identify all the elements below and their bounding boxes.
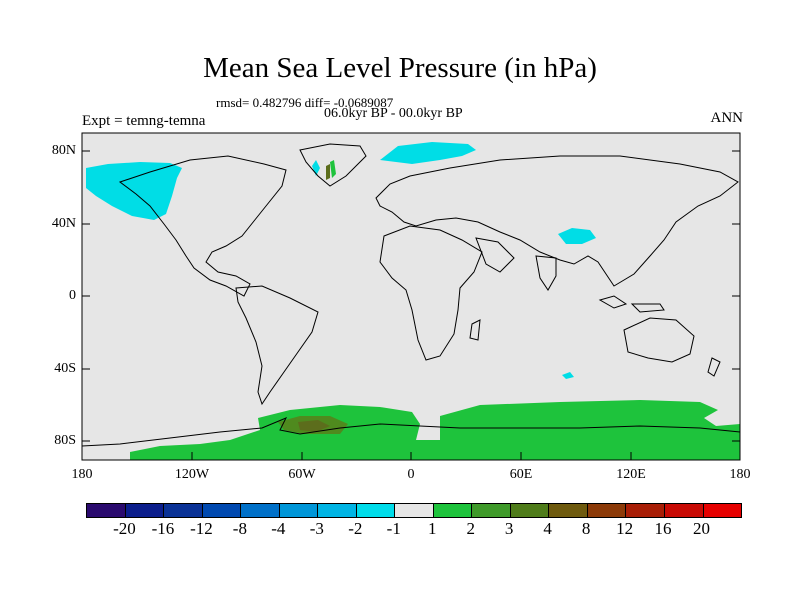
- colorbar-label: 2: [466, 519, 475, 538]
- greenland-coast: [299, 143, 367, 187]
- x-tick-label: 60E: [509, 467, 533, 482]
- north-america-coast: [118, 155, 287, 297]
- colorbar-swatch: [703, 504, 742, 517]
- colorbar-swatch: [318, 504, 357, 517]
- colorbar-swatch: [87, 504, 126, 517]
- colorbar-swatch: [395, 504, 434, 517]
- greenland-pos-anomaly: [330, 160, 336, 178]
- colorbar-swatch: [279, 504, 319, 517]
- positive-anomaly-regions: [130, 160, 740, 460]
- y-tick-label: 80S: [54, 433, 76, 448]
- arctic-neg-anomaly: [380, 142, 476, 164]
- greenland-neg-anomaly: [312, 160, 320, 176]
- india-coast: [535, 255, 557, 291]
- y-tick-label: 0: [69, 288, 76, 303]
- colorbar-label: 4: [543, 519, 552, 538]
- colorbar-label: -1: [386, 519, 401, 538]
- colorbar-label: 8: [581, 519, 591, 538]
- x-ticks: [81, 452, 741, 460]
- y-tick-label: 40S: [54, 361, 76, 376]
- greenland-pos-anomaly-high: [326, 164, 330, 180]
- colorbar-swatch: [626, 504, 665, 517]
- y-ticks: [82, 150, 740, 442]
- x-tick-label: 0: [407, 467, 415, 482]
- colorbar-label: 16: [654, 519, 672, 538]
- period-label: 06.0kyr BP - 00.0kyr BP: [324, 106, 463, 121]
- colorbar-label: 12: [616, 519, 634, 538]
- antarctic-pos-anomaly-east: [440, 400, 740, 460]
- eurasia-coast: [375, 155, 739, 287]
- colorbar: [86, 503, 742, 518]
- colorbar-swatch: [664, 504, 704, 517]
- colorbar-swatch: [164, 504, 203, 517]
- colorbar-swatch: [472, 504, 511, 517]
- colorbar-label: -4: [271, 519, 286, 538]
- colorbar-label: -12: [190, 519, 213, 538]
- south-america-coast: [235, 285, 319, 406]
- colorbar-swatch: [241, 504, 280, 517]
- colorbar-swatch: [587, 504, 627, 517]
- colorbar-swatch: [549, 504, 588, 517]
- africa-coast: [379, 225, 483, 361]
- chart-title: Mean Sea Level Pressure (in hPa): [203, 52, 597, 84]
- colorbar-label: 1: [427, 519, 437, 538]
- y-tick-label: 40N: [51, 216, 76, 231]
- x-tick-label: 180: [71, 467, 93, 482]
- colorbar-label: -20: [113, 519, 136, 538]
- x-tick-label: 180: [729, 467, 751, 482]
- colorbar-label: -2: [348, 519, 363, 538]
- antarctica-coast: [81, 417, 741, 447]
- southern-indian-neg-anomaly: [562, 372, 574, 379]
- stats-line: rmsd= 0.482796 diff= -0.0689087: [216, 95, 394, 110]
- colorbar-label: 3: [504, 519, 514, 538]
- colorbar-swatch: [202, 504, 242, 517]
- colorbar-label: 20: [693, 519, 711, 538]
- colorbar-swatch: [356, 504, 396, 517]
- new-zealand-coast: [707, 357, 721, 377]
- madagascar-coast: [469, 319, 481, 341]
- season-label: ANN: [710, 110, 744, 126]
- x-tick-label: 60W: [288, 467, 316, 482]
- colorbar-swatch: [125, 504, 165, 517]
- negative-anomaly-regions: [86, 142, 596, 379]
- x-tick-label: 120E: [616, 467, 646, 482]
- experiment-label: Expt = temng-temna: [82, 113, 206, 129]
- colorbar-swatch: [510, 504, 550, 517]
- colorbar-label: -3: [309, 519, 324, 538]
- coastlines: [81, 143, 741, 447]
- australia-coast: [623, 317, 695, 363]
- indonesia-coast: [598, 295, 665, 313]
- antarctic-pos-anomaly-far-west: [130, 444, 200, 460]
- x-tick-label: 120W: [174, 467, 210, 482]
- colorbar-label: -16: [151, 519, 175, 538]
- weddell-pos-anomaly-high: [298, 420, 330, 432]
- north-pacific-neg-anomaly: [86, 162, 182, 220]
- colorbar-swatch: [433, 504, 473, 517]
- asia-neg-anomaly: [558, 228, 596, 244]
- y-tick-label: 80N: [51, 143, 76, 158]
- colorbar-label: -8: [232, 519, 247, 538]
- arabia-coast: [475, 237, 515, 273]
